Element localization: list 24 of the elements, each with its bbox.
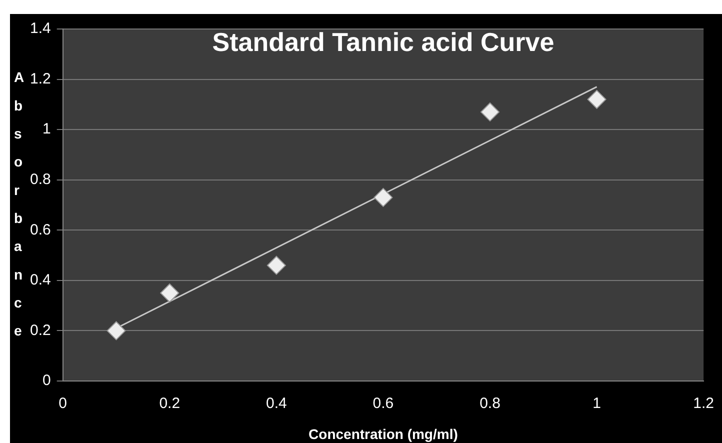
x-tick-label: 1.2 — [693, 395, 714, 412]
x-axis-title: Concentration (mg/ml) — [308, 426, 458, 442]
y-tick-label: 0.8 — [30, 171, 51, 188]
x-tick-label: 1 — [592, 395, 601, 412]
y-tick-label: 1 — [42, 120, 51, 138]
y-tick-label: 0.4 — [30, 272, 51, 289]
y-tick-label: 1.4 — [30, 20, 51, 38]
y-tick-label: 1.2 — [30, 70, 51, 88]
x-tick-label: 0.4 — [266, 395, 287, 412]
point — [106, 321, 126, 340]
point — [374, 188, 393, 207]
y-tick-label: 0.6 — [30, 221, 51, 238]
x-tick-label: 0 — [58, 395, 68, 412]
point — [160, 284, 180, 302]
y-tick-label: 0.2 — [30, 322, 51, 339]
point — [480, 102, 500, 122]
chart-title: Standard Tannic acid Curve — [212, 27, 554, 58]
y-tick-label: 0 — [42, 372, 51, 390]
text: Absorbance — [14, 69, 24, 339]
x-tick-label: 0.6 — [372, 395, 394, 412]
x-tick-label: 0.2 — [159, 395, 180, 412]
point — [587, 90, 606, 109]
point — [266, 256, 286, 275]
x-tick-label: 0.8 — [480, 395, 500, 412]
